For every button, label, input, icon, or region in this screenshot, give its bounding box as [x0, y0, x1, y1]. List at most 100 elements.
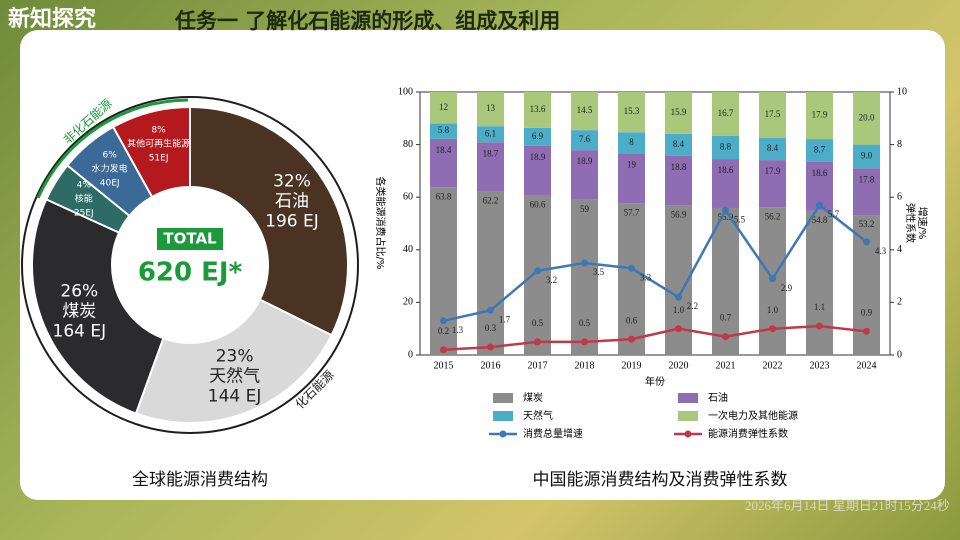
bar-label: 18.9 — [577, 156, 593, 166]
legend-swatch — [678, 411, 698, 421]
legend-label: 石油 — [708, 391, 728, 404]
line-point — [581, 338, 588, 346]
line-label: 0.7 — [720, 313, 732, 323]
line-label: 5.7 — [828, 209, 840, 219]
y2-tick-label: 4 — [897, 244, 902, 255]
bar-label: 7.6 — [579, 134, 591, 144]
bar-label: 63.8 — [436, 191, 452, 201]
bar-label: 59 — [580, 204, 590, 214]
bar-segment — [477, 126, 504, 143]
bar-segment — [618, 132, 645, 154]
pie-slice — [111, 105, 191, 199]
slice-percent: 26% — [60, 281, 98, 301]
bar-label: 15.9 — [671, 107, 687, 117]
y-tick-label: 80 — [403, 139, 413, 150]
bar-segment — [665, 92, 692, 134]
slice-name: 天然气 — [209, 366, 260, 386]
line-point — [628, 335, 635, 343]
line-point — [816, 201, 823, 209]
bar-segment — [618, 203, 645, 355]
x-axis-label: 年份 — [645, 375, 665, 388]
bar-label: 54.8 — [812, 215, 828, 225]
y2-axis-label: 弹性系数 — [904, 203, 917, 243]
y2-tick-label: 0 — [897, 349, 902, 360]
bar-label: 18.9 — [530, 152, 546, 162]
line-point — [581, 259, 588, 267]
line-point — [487, 306, 494, 314]
timestamp: 2026年6月14日 星期日21时15分24秒 — [745, 498, 950, 513]
slice-percent: 8% — [151, 126, 166, 136]
total-box — [157, 228, 223, 250]
line-label: 1.1 — [814, 302, 825, 312]
bar-segment — [430, 187, 457, 355]
legend-label: 消费总量增速 — [523, 427, 583, 440]
slice-percent: 23% — [216, 346, 254, 366]
bar-segment — [571, 130, 598, 151]
bar-segment — [571, 150, 598, 200]
bar-label: 9.0 — [861, 150, 873, 160]
outer-ring — [21, 96, 359, 434]
line-point — [863, 238, 870, 246]
line-label: 3.5 — [593, 267, 605, 277]
line — [443, 203, 868, 323]
bar-label: 6.1 — [485, 128, 496, 138]
bar-label: 18.4 — [436, 145, 452, 155]
bar-label: 20.0 — [859, 112, 875, 122]
y-tick-label: 20 — [403, 297, 413, 308]
slice-amount: 51EJ — [149, 154, 169, 164]
bar-segment — [477, 191, 504, 355]
legend-swatch — [493, 393, 513, 403]
slice-amount: 40EJ — [100, 179, 120, 189]
slice-amount: 144 EJ — [208, 386, 262, 406]
line-point — [440, 317, 447, 325]
line-label: 2.9 — [781, 283, 793, 293]
bar-segment — [430, 138, 457, 188]
bar-segment — [712, 135, 739, 160]
line-label: 0.2 — [438, 326, 449, 336]
chart-caption: 全球能源消费结构 — [132, 470, 268, 490]
bar-label: 6.9 — [532, 131, 544, 141]
line-label: 2.2 — [687, 301, 698, 311]
bar-segment — [618, 153, 645, 204]
bar-label: 17.5 — [765, 109, 781, 119]
bar-segment — [759, 138, 786, 161]
slice-percent: 6% — [103, 151, 118, 161]
bar-label: 62.2 — [483, 195, 499, 205]
slice-amount: 196 EJ — [265, 212, 319, 232]
legend-label: 煤炭 — [523, 391, 543, 404]
bar-segment — [524, 92, 551, 128]
y2-tick-label: 2 — [897, 297, 902, 308]
line-point — [534, 267, 541, 275]
bar-label: 5.8 — [438, 125, 450, 135]
bar-segment — [571, 199, 598, 355]
line-label: 1.3 — [452, 325, 464, 335]
x-tick-label: 2019 — [622, 360, 642, 371]
bar-segment — [524, 195, 551, 355]
x-tick-label: 2018 — [575, 360, 595, 371]
slice-name: 水力发电 — [92, 163, 128, 175]
bar-label: 18.6 — [718, 165, 734, 175]
y-tick-label: 0 — [408, 349, 413, 360]
bar-label: 55.9 — [718, 212, 734, 222]
line-point — [816, 322, 823, 330]
slice-amount: 164 EJ — [53, 321, 107, 341]
pie-slice — [189, 105, 349, 337]
line-point — [628, 264, 635, 272]
chart-caption: 中国能源消费结构及消费弹性系数 — [533, 470, 788, 490]
bar-segment — [712, 159, 739, 208]
legend-label: 能源消费弹性系数 — [708, 427, 788, 440]
x-tick-label: 2023 — [810, 360, 830, 371]
bar-segment — [430, 123, 457, 139]
donut-hole — [113, 188, 267, 342]
bar-segment — [712, 207, 739, 355]
bar-segment — [665, 155, 692, 206]
line-label: 1.0 — [767, 305, 779, 315]
bar-label: 16.7 — [718, 108, 734, 118]
bar-segment — [759, 92, 786, 139]
header-title: 任务一 了解化石能源的形成、组成及利用 — [174, 9, 560, 33]
line — [443, 324, 867, 351]
x-tick-label: 2016 — [481, 360, 501, 371]
y2-tick-label: 8 — [897, 139, 902, 150]
bar-label: 13.6 — [530, 104, 546, 114]
bar-label: 8 — [629, 137, 634, 147]
